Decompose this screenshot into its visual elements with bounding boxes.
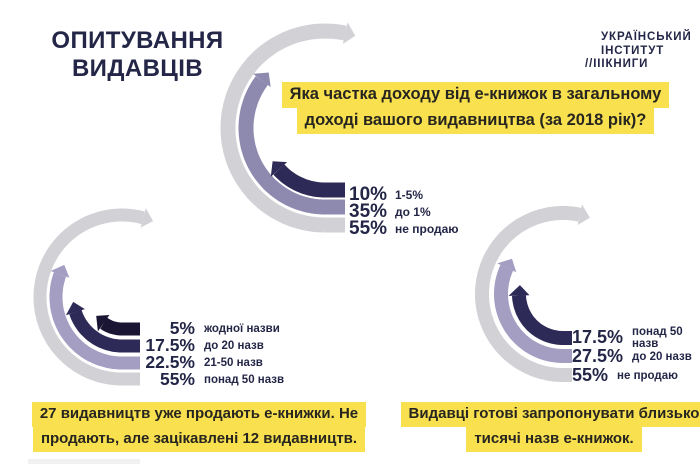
legend-value: 55% [159, 369, 195, 389]
titles-sold-ring-chart [33, 208, 154, 386]
legend-label: понад 50 назв [204, 373, 285, 386]
legend-value: 17.5% [572, 327, 624, 347]
revenue-share-legend: 10% 1-5% 35% до 1% 55% не продаю [349, 183, 459, 239]
logo-line3-wordmark: //ІІІКНИГИ [585, 58, 649, 70]
caption-row: тисячі назв е-книжок. [398, 427, 700, 452]
legend-label: 1-5% [395, 187, 424, 202]
titles-sold-legend: 5% жодної назви 17.5% до 20 назв 22.5% 2… [138, 318, 285, 389]
legend-row: 35% до 1% [349, 200, 459, 222]
survey-question: Яка частка доходу від е-книжок в загальн… [268, 82, 683, 134]
legend-label: не продаю [617, 369, 678, 382]
legend-label: до 20 назв [632, 350, 692, 363]
revenue-share-ring-chart [220, 22, 356, 233]
caption-row: 27 видавництв уже продають е-книжки. Не [15, 402, 383, 427]
legend-value: 35% [349, 200, 388, 222]
caption-right-line1: Видавці готові запропонувати близько [400, 402, 700, 427]
legend-value: 55% [349, 217, 388, 239]
legend-value: 17.5% [145, 335, 195, 355]
legend-label: 21-50 назв [204, 356, 263, 369]
page-title-line2: ВИДАВЦІВ [71, 55, 204, 82]
cut-off-artifact [28, 459, 140, 464]
legend-label: понад 50 назв [632, 325, 683, 350]
legend-row: 17.5% до 20 назв [138, 335, 284, 355]
legend-row: 17.5% понад 50 назв [572, 325, 700, 350]
ukrainian-book-institute-logo: УКРАЇНСЬКИЙ ІНСТИТУТ //ІІІКНИГИ [585, 31, 692, 72]
legend-label: жодної назви [204, 322, 280, 335]
question-line2: доході вашого видавництва (за 2018 рік)? [296, 108, 655, 134]
page-title: ОПИТУВАННЯ ВИДАВЦІВ [30, 27, 245, 83]
caption-right: Видавці готові запропонувати близько тис… [398, 402, 700, 452]
caption-right-line2: тисячі назв е-книжок. [466, 427, 642, 452]
caption-row: продають, але зацікавлені 12 видавництв. [15, 427, 383, 452]
titles-ready-legend: 17.5% понад 50 назв 27.5% до 20 назв 55%… [572, 325, 700, 386]
legend-value: 27.5% [572, 346, 624, 366]
page-title-line1: ОПИТУВАННЯ [51, 27, 224, 54]
question-line1: Яка частка доходу від е-книжок в загальн… [281, 82, 670, 108]
legend-row: 5% жодної назви [138, 318, 284, 338]
legend-value: 22.5% [145, 352, 195, 372]
legend-row: 27.5% до 20 назв [572, 346, 700, 366]
legend-label: до 20 назв [204, 339, 264, 352]
caption-left-line1: 27 видавництв уже продають е-книжки. Не [31, 402, 367, 427]
legend-row: 55% не продаю [349, 217, 459, 239]
legend-label: до 1% [395, 204, 431, 219]
caption-left-line2: продають, але зацікавлені 12 видавництв. [32, 427, 366, 452]
titles-ready-ring-chart [475, 204, 590, 382]
legend-value: 55% [572, 365, 609, 385]
legend-row: 22.5% 21-50 назв [138, 352, 284, 372]
legend-row: 10% 1-5% [349, 183, 459, 205]
caption-row: Видавці готові запропонувати близько [398, 402, 700, 427]
logo-line1: УКРАЇНСЬКИЙ [601, 31, 692, 43]
legend-value: 5% [169, 318, 195, 338]
legend-label: не продаю [395, 221, 459, 236]
question-row: доході вашого видавництва (за 2018 рік)? [268, 108, 683, 134]
question-row: Яка частка доходу від е-книжок в загальн… [268, 82, 683, 108]
legend-row: 55% понад 50 назв [138, 369, 285, 389]
caption-left: 27 видавництв уже продають е-книжки. Не … [15, 402, 383, 452]
logo-line2: ІНСТИТУТ [601, 44, 665, 57]
legend-row: 55% не продаю [572, 365, 700, 385]
legend-value: 10% [349, 183, 388, 205]
